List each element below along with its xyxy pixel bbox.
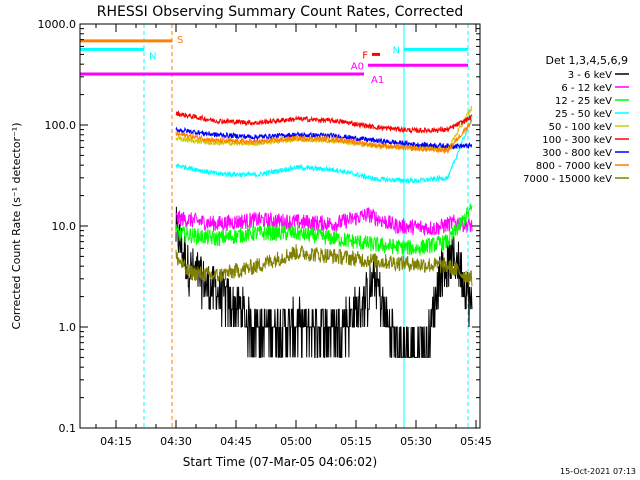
y-axis-label: Corrected Count Rate (s⁻¹ detector⁻¹): [10, 123, 23, 330]
legend-label: 50 - 100 keV: [549, 122, 613, 133]
plot-layer: S N N FA0 A1: [80, 24, 473, 428]
series-line: [175, 206, 473, 237]
flag-label-a0: A0: [351, 61, 364, 72]
flag-label-n: N: [149, 51, 156, 62]
x-axis-label: Start Time (07-Mar-05 04:06:02): [183, 455, 377, 469]
legend: Det 1,3,4,5,6,9 3 - 6 keV 6 - 12 keV 12 - …: [523, 54, 629, 185]
legend-label: 12 - 25 keV: [555, 96, 612, 107]
legend-label: 25 - 50 keV: [555, 109, 612, 120]
series-line: [175, 116, 473, 184]
x-tick-label: 05:00: [280, 435, 312, 448]
x-tick-label: 05:45: [460, 435, 492, 448]
y-tick-label: 1000.0: [38, 18, 77, 31]
axes-layer: 0.1 1.0 10.0 100.0 1000.0 04:15 04:30 04:45 05:0…: [38, 18, 492, 448]
y-tick-label: 100.0: [45, 119, 77, 132]
flag-label-a1: A1: [371, 75, 384, 86]
x-tick-label: 04:45: [220, 435, 252, 448]
y-tick-label: 1.0: [59, 321, 77, 334]
x-tick-label: 04:15: [100, 435, 132, 448]
legend-title: Det 1,3,4,5,6,9: [545, 54, 628, 67]
series-line: [175, 126, 473, 150]
legend-label: 3 - 6 keV: [568, 70, 612, 81]
legend-label: 7000 - 15000 keV: [523, 174, 612, 185]
series-line: [175, 109, 473, 135]
flag-label-n: N: [393, 45, 400, 56]
chart-title: RHESSI Observing Summary Count Rates, Co…: [97, 4, 463, 20]
flag-label-f: F: [362, 50, 368, 61]
y-tick-label: 0.1: [59, 422, 77, 435]
series-line: [175, 119, 473, 155]
legend-label: 6 - 12 keV: [561, 83, 612, 94]
legend-label: 800 - 7000 keV: [536, 161, 612, 172]
footer-timestamp: 15-Oct-2021 07:13: [560, 467, 636, 476]
x-tick-label: 05:15: [340, 435, 372, 448]
flag-bars: S N N FA0 A1: [80, 35, 468, 86]
series-line: [175, 206, 473, 358]
legend-label: 300 - 800 keV: [542, 148, 612, 159]
legend-label: 100 - 300 keV: [542, 135, 612, 146]
x-tick-label: 05:30: [400, 435, 432, 448]
series-line: [175, 244, 473, 286]
series-line: [175, 203, 473, 256]
y-tick-label: 10.0: [52, 220, 77, 233]
x-tick-label: 04:30: [160, 435, 192, 448]
flag-label-s: S: [177, 35, 183, 46]
